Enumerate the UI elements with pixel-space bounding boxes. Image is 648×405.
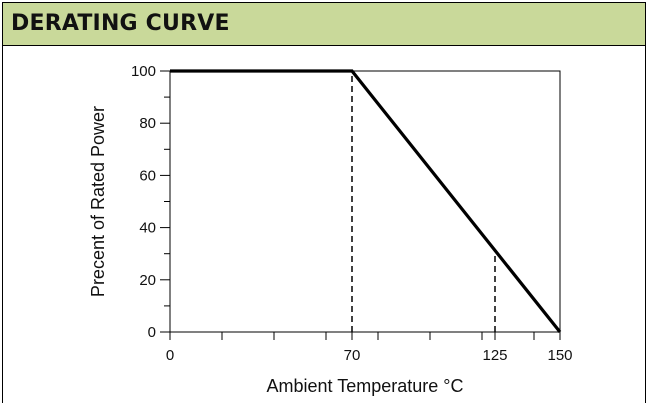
x-tick-label: 70 [344, 347, 361, 364]
chart-header: DERATING CURVE [3, 3, 645, 46]
y-tick-label: 20 [139, 272, 156, 289]
y-axis-title: Precent of Rated Power [88, 106, 108, 297]
y-tick-label: 0 [148, 324, 156, 341]
plot-frame [169, 70, 561, 333]
y-tick-label: 100 [131, 63, 156, 80]
x-tick-label: 150 [547, 347, 572, 364]
x-axis-title: Ambient Temperature °C [267, 376, 464, 396]
x-tick-label: 125 [482, 347, 507, 364]
derating-curve-line [170, 69, 562, 333]
y-tick-label: 80 [139, 115, 156, 132]
x-tick-label: 0 [166, 347, 174, 364]
chart-title: DERATING CURVE [11, 11, 230, 36]
y-tick-label: 60 [139, 167, 156, 184]
y-tick-label: 40 [139, 220, 156, 237]
